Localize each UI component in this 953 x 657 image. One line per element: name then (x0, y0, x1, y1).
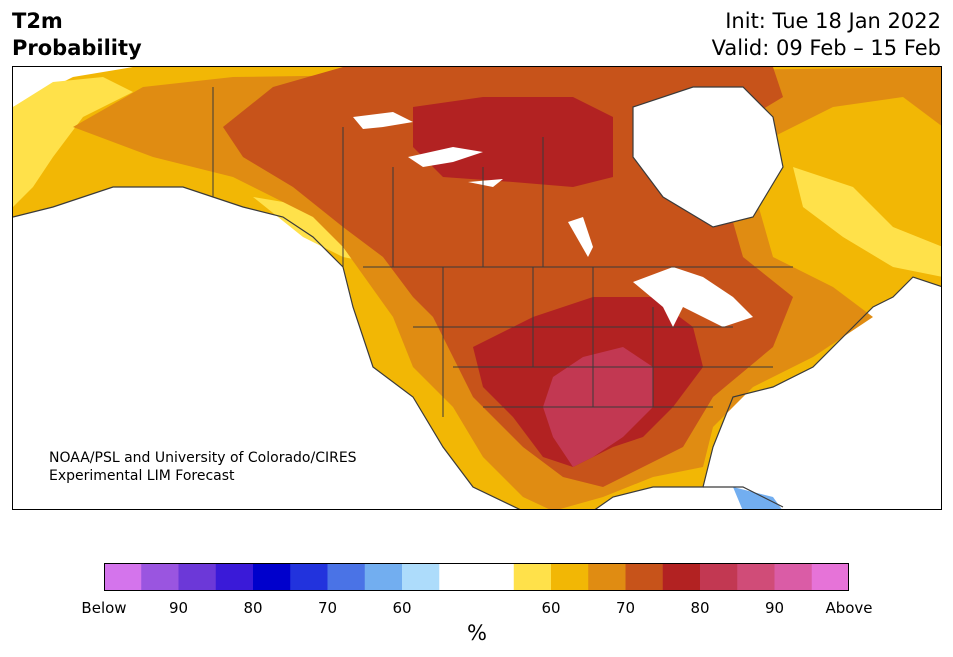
lake-athabasca (468, 179, 503, 187)
colorbar-tick-label: 70 (615, 599, 636, 617)
colorbar-swatches (104, 563, 849, 591)
colorbar-tick-label: Below (81, 599, 127, 617)
init-date-label: Init: Tue 18 Jan 2022 (725, 9, 941, 33)
colorbar-tick-label: 80 (243, 599, 263, 617)
region-quebec-pale (793, 167, 941, 277)
region-alaska-pale (13, 77, 133, 207)
great-lakes (633, 267, 753, 327)
valid-period-label: Valid: 09 Feb – 15 Feb (711, 36, 941, 60)
colorbar-swatch (364, 563, 403, 591)
probability-map (12, 66, 942, 510)
credit-line-2: Experimental LIM Forecast (49, 468, 235, 484)
chart-title: T2m Probability (12, 8, 142, 62)
colorbar-swatch (774, 563, 813, 591)
colorbar-tick-label: 70 (317, 599, 338, 617)
colorbar-tick-label: 80 (690, 599, 710, 617)
colorbar-swatch (402, 563, 440, 591)
colorbar-swatch (178, 563, 217, 591)
title-line-1: T2m (12, 9, 63, 33)
state-province-borders (212, 87, 793, 417)
colorbar-swatch (811, 563, 849, 591)
colorbar-swatch (327, 563, 366, 591)
colorbar-unit: % (467, 621, 487, 645)
colorbar-swatch (737, 563, 775, 591)
colorbar-swatch (625, 563, 664, 591)
colorbar-tick-label: 90 (764, 599, 785, 617)
colorbar-tick-label: 90 (168, 599, 189, 617)
colorbar-swatch (588, 563, 626, 591)
forecast-dates: Init: Tue 18 Jan 2022 Valid: 09 Feb – 15… (712, 8, 941, 62)
colorbar-swatch (551, 563, 589, 591)
colorbar (104, 563, 849, 591)
lake-winnipeg (568, 217, 593, 257)
colorbar-border (104, 563, 849, 591)
lake-great-slave (408, 147, 483, 167)
colorbar-swatch (141, 563, 179, 591)
hudson-bay (633, 87, 783, 227)
coastlines (13, 86, 941, 509)
colorbar-tick-label: Above (825, 599, 873, 617)
colorbar-swatch (700, 563, 738, 591)
map-canvas (13, 67, 941, 509)
region-below-patch (733, 487, 782, 509)
colorbar-swatch (215, 563, 254, 591)
colorbar-swatch (104, 563, 142, 591)
colorbar-tick-label: 60 (541, 599, 561, 617)
colorbar-swatch (290, 563, 328, 591)
colorbar-swatch (662, 563, 701, 591)
colorbar-swatch (439, 563, 477, 591)
map-credit: NOAA/PSL and University of Colorado/CIRE… (49, 449, 357, 485)
colorbar-tick-label: 60 (392, 599, 412, 617)
colorbar-swatch (253, 563, 291, 591)
lake-great-bear (353, 112, 413, 129)
region-p75-north (413, 97, 613, 187)
title-line-2: Probability (12, 36, 142, 60)
colorbar-swatch (513, 563, 552, 591)
credit-line-1: NOAA/PSL and University of Colorado/CIRE… (49, 450, 357, 466)
colorbar-swatch (476, 563, 515, 591)
